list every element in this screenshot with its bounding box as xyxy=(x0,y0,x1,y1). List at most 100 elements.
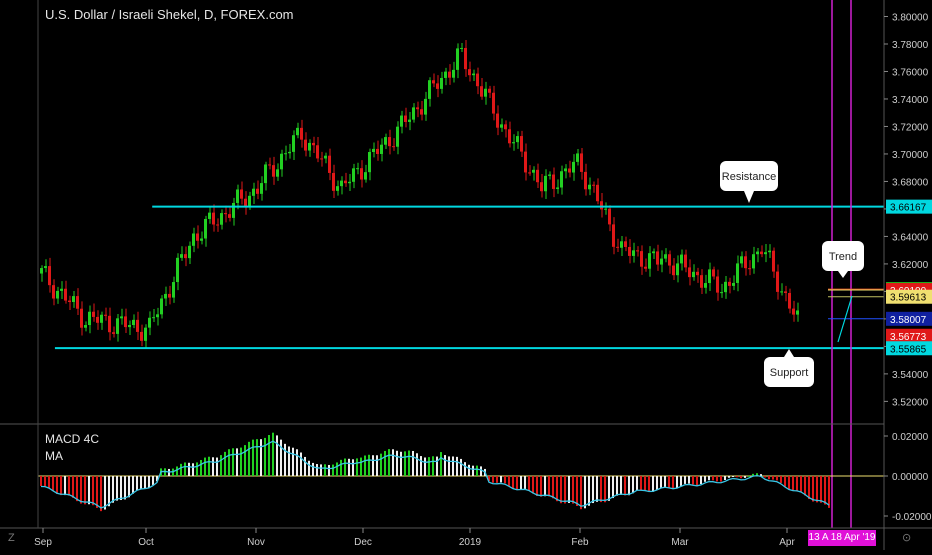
macd-bar xyxy=(432,456,434,476)
candle xyxy=(64,280,67,304)
candle-body xyxy=(612,224,615,247)
candle-body xyxy=(708,269,711,284)
candle xyxy=(576,148,579,166)
macd-bar xyxy=(812,476,814,502)
candle xyxy=(728,277,731,294)
candle-body xyxy=(520,136,523,152)
trend-line[interactable] xyxy=(837,295,853,343)
macd-bar xyxy=(288,446,290,476)
candle xyxy=(312,136,315,153)
candle xyxy=(452,61,455,83)
macd-bar xyxy=(184,462,186,476)
candle-body xyxy=(220,213,223,225)
y-tick-label: 3.80000 xyxy=(892,12,929,23)
candle xyxy=(432,73,435,88)
macd-bar xyxy=(304,456,306,476)
resistance-callout[interactable]: Resistance xyxy=(720,161,778,203)
candle xyxy=(536,163,539,189)
candle-body xyxy=(440,77,443,89)
candle-body xyxy=(640,251,643,267)
candle xyxy=(148,311,151,336)
macd-bar xyxy=(568,476,570,503)
macd-bar xyxy=(252,439,254,476)
candle xyxy=(304,132,307,157)
macd-bar xyxy=(376,455,378,476)
macd-bar xyxy=(196,462,198,476)
macd-bar xyxy=(212,457,214,476)
candle-body xyxy=(624,241,627,247)
macd-bar xyxy=(76,476,78,502)
x-tick-label: Mar xyxy=(671,537,689,548)
candle-body xyxy=(208,212,211,219)
candle xyxy=(556,179,559,194)
candle-body xyxy=(568,168,571,173)
timezone-icon[interactable]: Z xyxy=(8,532,15,544)
candle-body xyxy=(540,182,543,192)
candle-body xyxy=(408,119,411,122)
macd-bar xyxy=(96,476,98,508)
candle-body xyxy=(124,316,127,328)
macd-bar xyxy=(528,476,530,491)
candle-body xyxy=(136,319,139,332)
candle xyxy=(244,191,247,215)
macd-bar xyxy=(828,476,830,508)
candle-body xyxy=(536,169,539,183)
candle-body xyxy=(80,308,83,328)
candle-body xyxy=(212,212,215,225)
y-tick-label: 3.52000 xyxy=(892,397,929,408)
macd-bar xyxy=(784,476,786,487)
macd-bar xyxy=(508,476,510,486)
candle xyxy=(648,246,651,277)
macd-bar xyxy=(144,476,146,489)
candle-body xyxy=(112,332,115,334)
candle xyxy=(160,295,163,319)
candle xyxy=(100,311,103,330)
candle xyxy=(688,259,691,286)
candle xyxy=(568,160,571,178)
candle-body xyxy=(128,325,131,328)
candle-body xyxy=(632,250,635,256)
candle xyxy=(480,77,483,100)
macd-bar xyxy=(240,447,242,476)
macd-bar xyxy=(576,476,578,506)
candle-body xyxy=(172,282,175,298)
candle xyxy=(772,247,775,278)
candle-body xyxy=(164,293,167,299)
macd-histogram xyxy=(38,432,884,512)
candle xyxy=(652,248,655,259)
candle xyxy=(260,176,263,201)
macd-bar xyxy=(608,476,610,501)
candle xyxy=(104,307,107,321)
y-tick-label: 3.70000 xyxy=(892,150,929,161)
candle xyxy=(712,266,715,280)
callout-pointer xyxy=(744,191,754,203)
trend-callout[interactable]: Trend xyxy=(822,241,864,278)
candle xyxy=(560,165,563,195)
macd-bar xyxy=(708,476,710,481)
candle-body xyxy=(372,148,375,153)
candle-body xyxy=(456,48,459,70)
candle-body xyxy=(764,252,767,255)
x-tick-label: Feb xyxy=(571,537,589,548)
macd-bar xyxy=(424,457,426,476)
macd-bar xyxy=(740,476,742,479)
macd-bar xyxy=(464,462,466,476)
price-label: 3.59613 xyxy=(886,289,932,304)
macd-bar xyxy=(716,476,718,482)
candle xyxy=(396,121,399,155)
candle xyxy=(68,295,71,310)
candle xyxy=(448,64,451,85)
candle xyxy=(596,178,599,205)
candle xyxy=(632,242,635,263)
macd-bar xyxy=(248,441,250,476)
macd-bar xyxy=(656,476,658,490)
candle-body xyxy=(312,142,315,146)
candle-body xyxy=(516,136,519,143)
candle-body xyxy=(636,250,639,252)
settings-icon[interactable]: ⊙ xyxy=(902,532,912,544)
support-callout[interactable]: Support xyxy=(764,349,814,387)
candle xyxy=(108,307,111,341)
candle-body xyxy=(328,155,331,173)
